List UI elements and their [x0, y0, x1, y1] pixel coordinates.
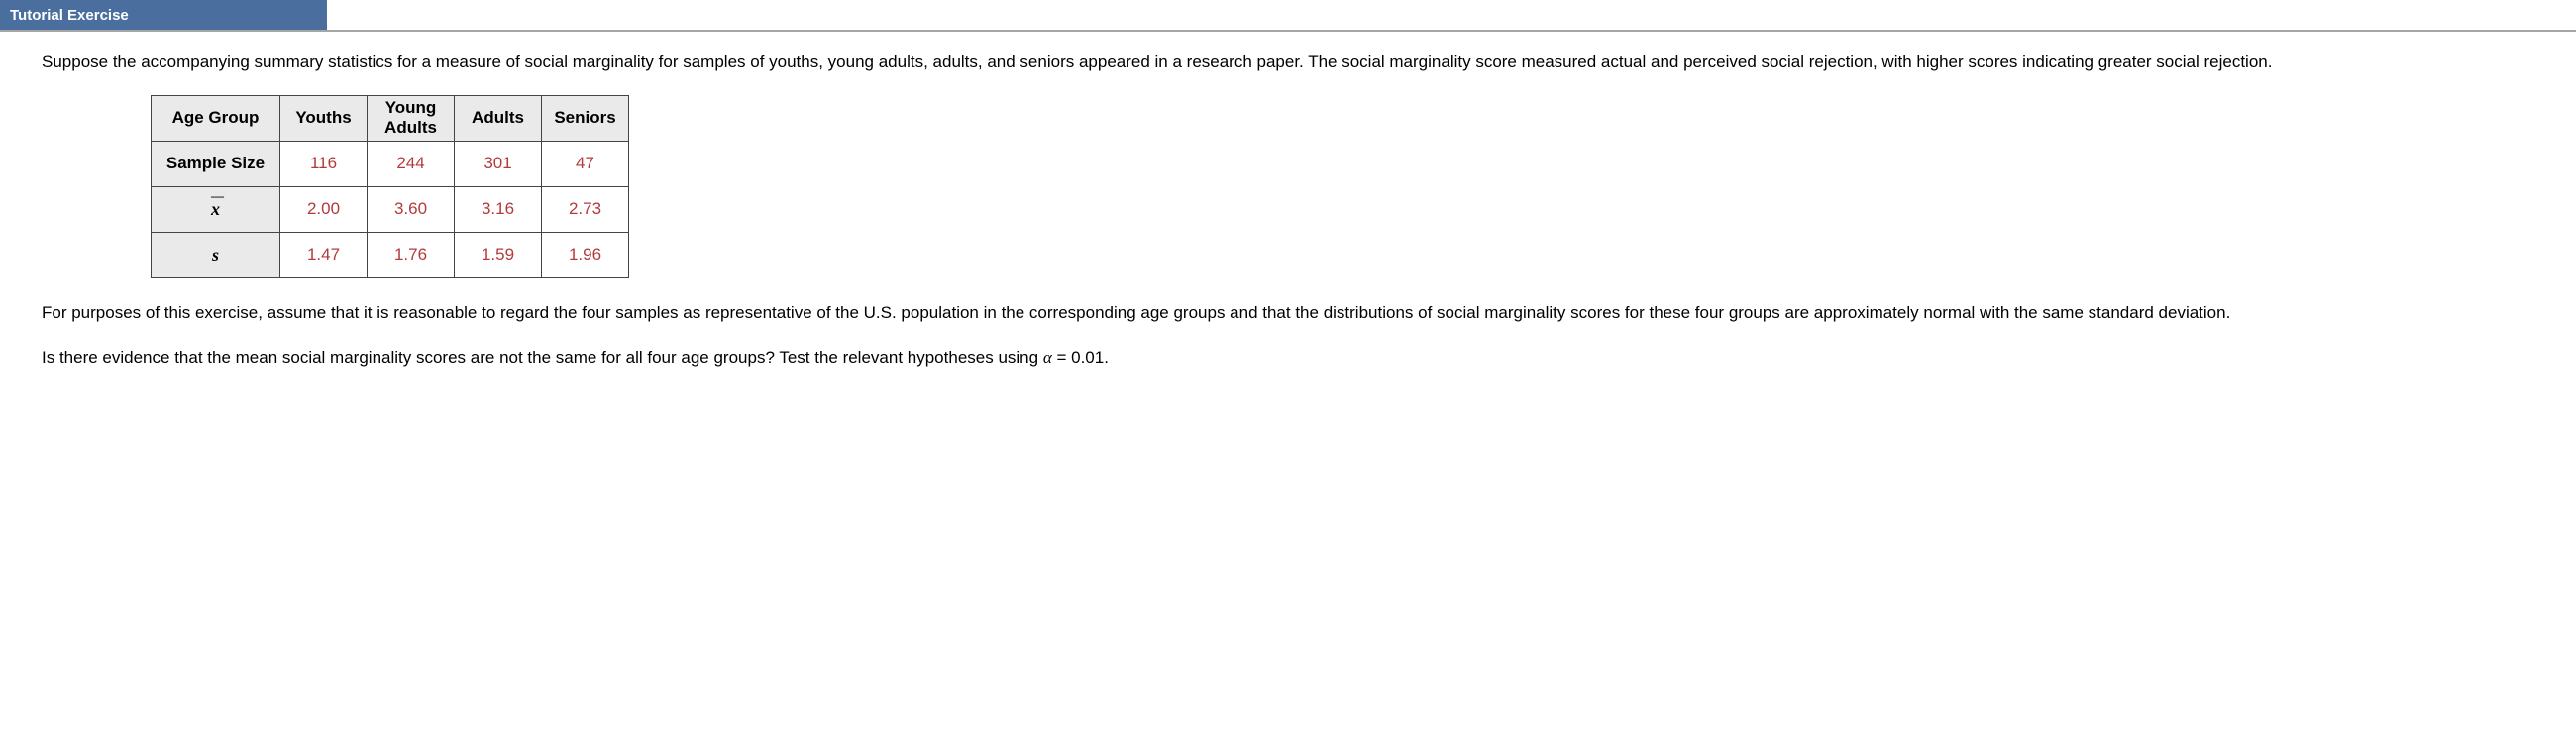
cell-value: 1.76 [368, 232, 455, 277]
tutorial-exercise-tab: Tutorial Exercise [0, 0, 327, 30]
tutorial-exercise-label: Tutorial Exercise [10, 7, 129, 24]
cell-value: 2.73 [542, 186, 629, 232]
col-adults: Adults [455, 95, 542, 141]
col-age-group: Age Group [152, 95, 280, 141]
cell-value: 244 [368, 141, 455, 186]
col-young-adults-line1: Young [376, 98, 446, 118]
question-paragraph: Is there evidence that the mean social m… [42, 345, 2548, 370]
intro-paragraph: Suppose the accompanying summary statist… [42, 50, 2548, 75]
col-young-adults-line2: Adults [376, 118, 446, 138]
cell-value: 2.00 [280, 186, 368, 232]
cell-value: 1.59 [455, 232, 542, 277]
cell-value: 47 [542, 141, 629, 186]
table-row: s 1.47 1.76 1.59 1.96 [152, 232, 629, 277]
row-label-xbar: —x [152, 186, 280, 232]
alpha-symbol: α [1043, 348, 1052, 367]
cell-value: 3.16 [455, 186, 542, 232]
summary-table: Age Group Youths Young Adults Adults Sen… [151, 95, 629, 278]
s-symbol: s [212, 245, 219, 265]
cell-value: 301 [455, 141, 542, 186]
header-bar: Tutorial Exercise [0, 0, 2576, 32]
cell-value: 116 [280, 141, 368, 186]
row-label-sample-size: Sample Size [152, 141, 280, 186]
col-seniors: Seniors [542, 95, 629, 141]
question-prefix: Is there evidence that the mean social m… [42, 348, 1043, 367]
table-row: —x 2.00 3.60 3.16 2.73 [152, 186, 629, 232]
cell-value: 1.47 [280, 232, 368, 277]
table-row: Sample Size 116 244 301 47 [152, 141, 629, 186]
xbar-symbol: —x [211, 199, 220, 220]
cell-value: 1.96 [542, 232, 629, 277]
col-young-adults: Young Adults [368, 95, 455, 141]
row-label-s: s [152, 232, 280, 277]
alpha-value: 0.01 [1071, 348, 1104, 367]
assumption-paragraph: For purposes of this exercise, assume th… [42, 300, 2548, 326]
col-youths: Youths [280, 95, 368, 141]
summary-table-wrap: Age Group Youths Young Adults Adults Sen… [151, 95, 2548, 278]
table-header-row: Age Group Youths Young Adults Adults Sen… [152, 95, 629, 141]
cell-value: 3.60 [368, 186, 455, 232]
content-area: Suppose the accompanying summary statist… [0, 32, 2576, 398]
